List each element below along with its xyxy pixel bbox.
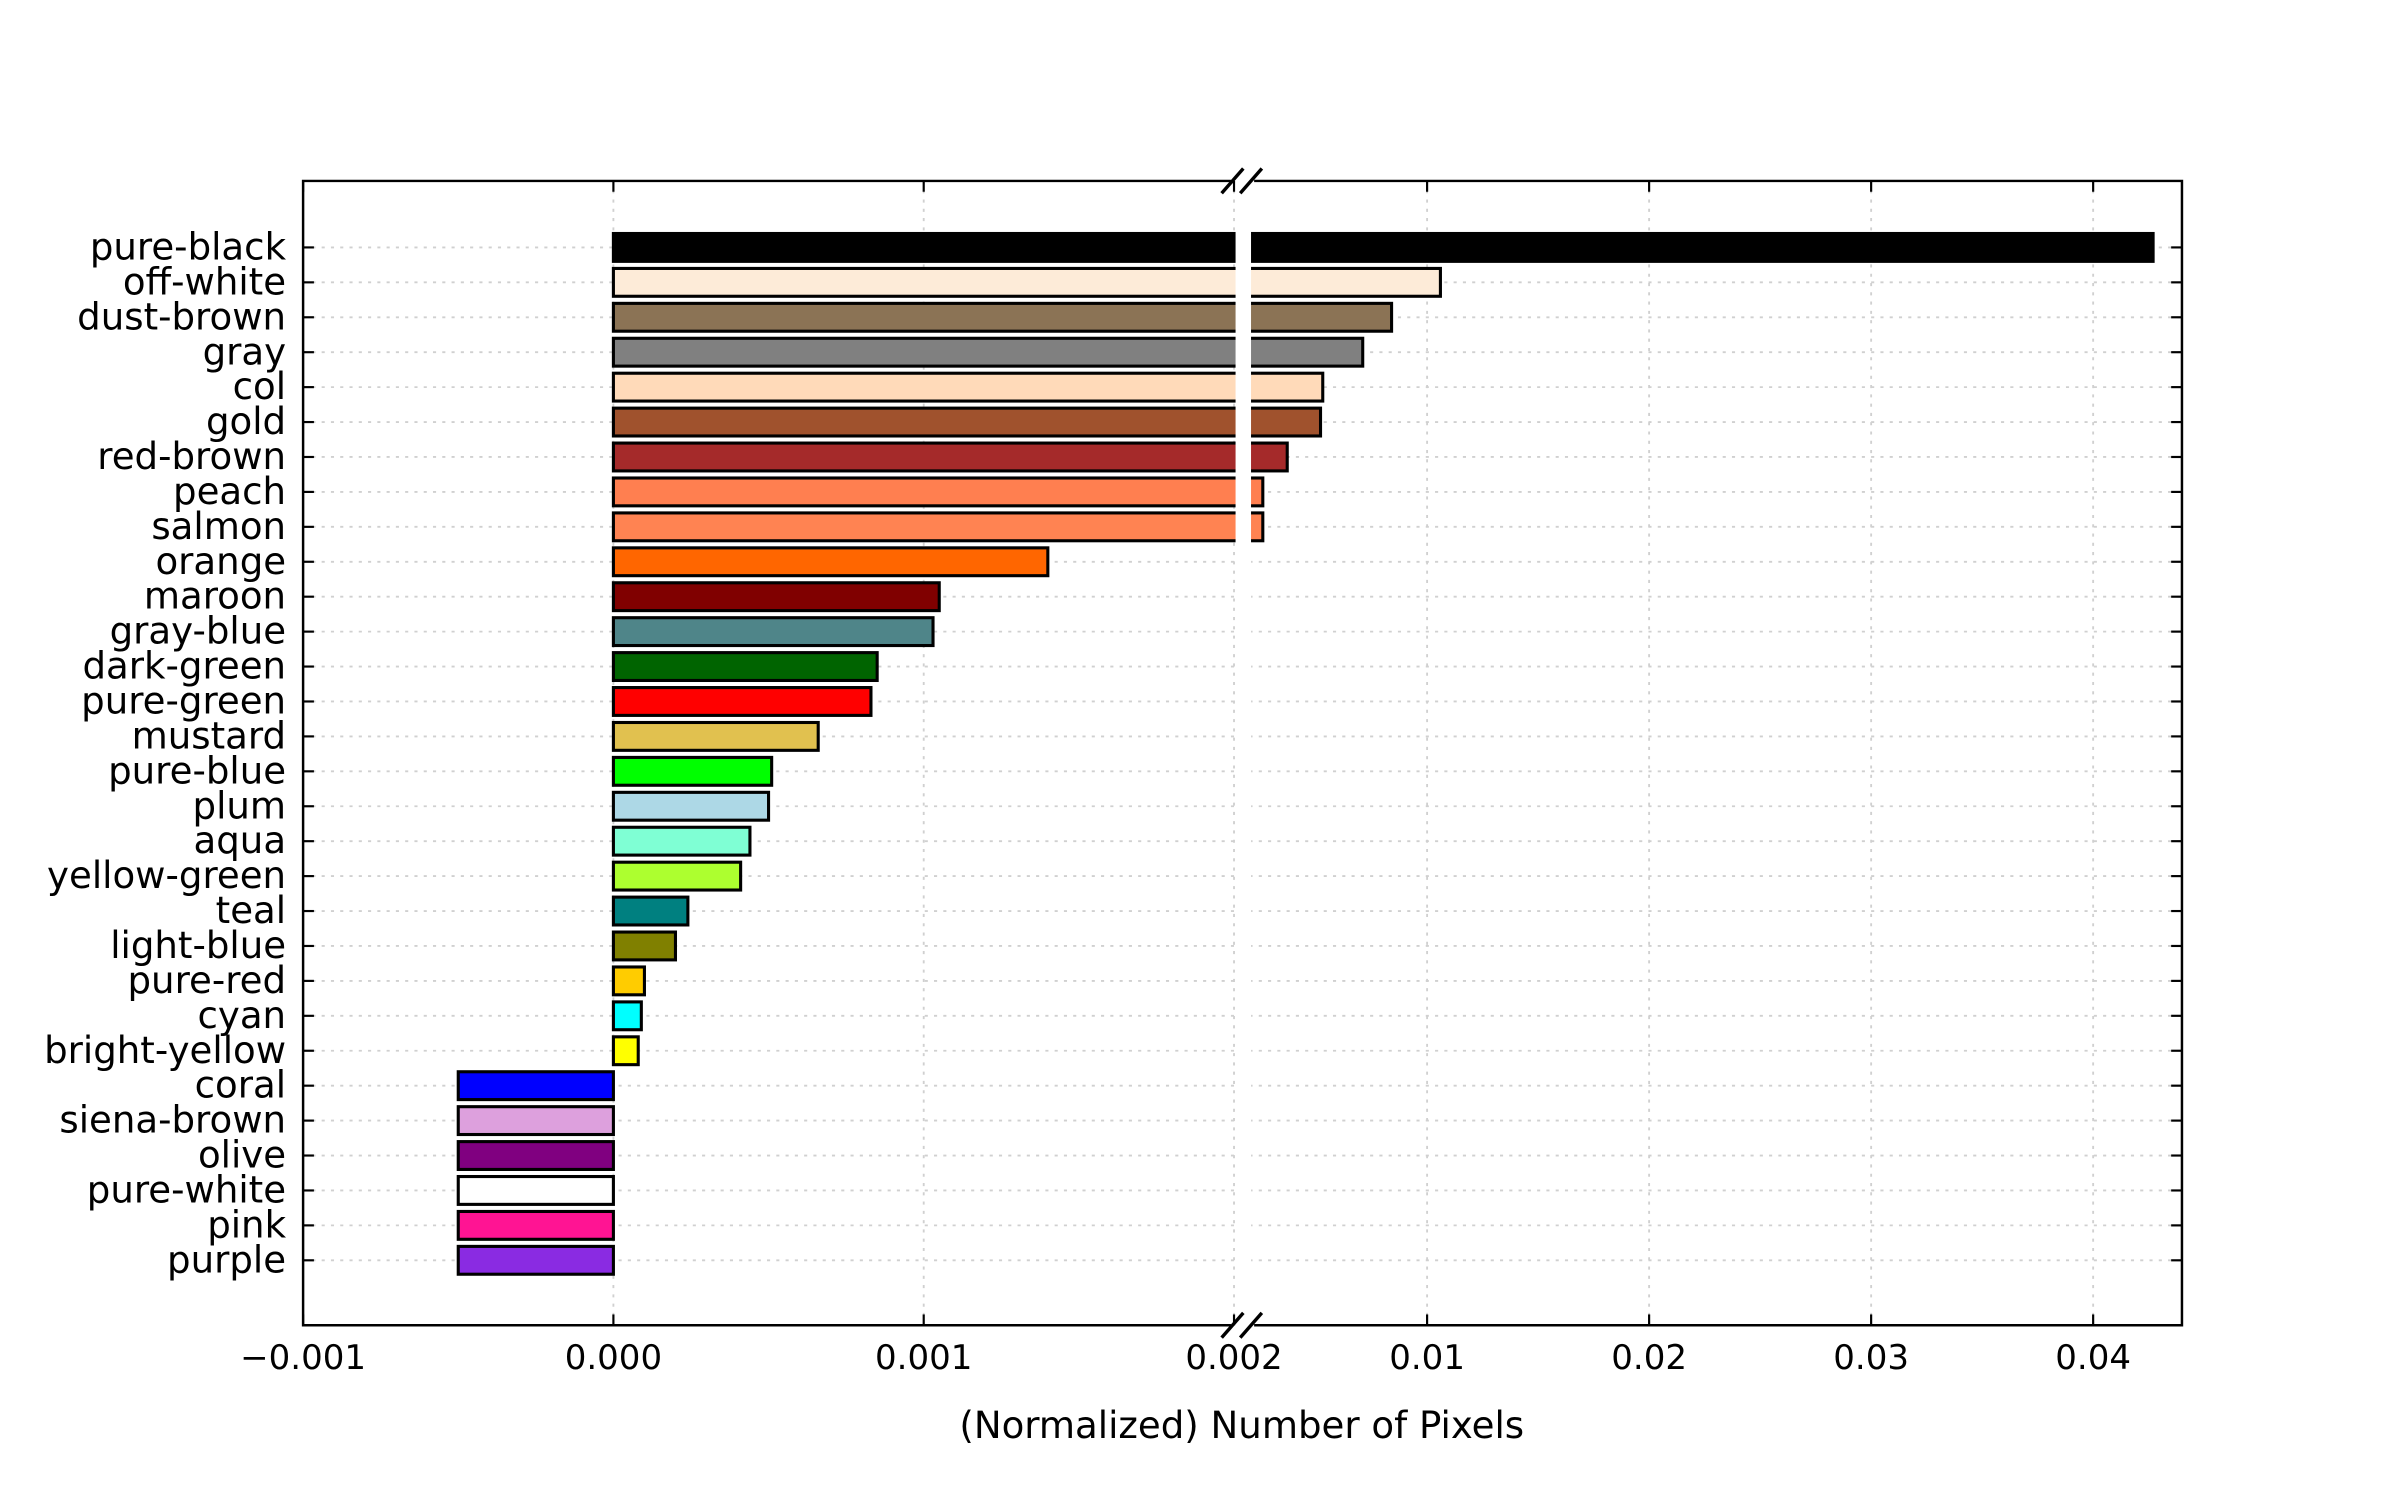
x-tick-label: 0.02 — [1611, 1338, 1687, 1378]
bar — [1241, 266, 1442, 298]
bar — [611, 406, 1242, 438]
y-tick-label: plum — [193, 784, 287, 827]
y-tick-label: col — [233, 365, 286, 408]
bar — [611, 1035, 640, 1067]
bar — [1241, 406, 1323, 438]
bar — [611, 720, 820, 752]
bar — [611, 1000, 643, 1032]
y-tick-label: off-white — [123, 260, 286, 303]
x-tick-label: 0.03 — [1833, 1338, 1909, 1378]
bar — [611, 860, 743, 892]
break-marks — [1220, 167, 1264, 1339]
bar — [611, 651, 879, 683]
bar — [611, 686, 873, 717]
y-tick-label: purple — [167, 1238, 286, 1281]
y-tick-label: dust-brown — [77, 295, 286, 338]
bar — [611, 930, 678, 962]
bar — [611, 790, 771, 822]
bars — [456, 231, 2155, 1276]
x-tick-label: 0.01 — [1389, 1338, 1465, 1378]
bar — [611, 371, 1242, 403]
y-tick-label: maroon — [144, 575, 286, 618]
y-tick-label: gray — [203, 330, 287, 373]
bar — [611, 895, 690, 927]
bar — [611, 476, 1242, 508]
x-tick-label: 0.04 — [2055, 1338, 2131, 1378]
bar — [456, 1244, 615, 1276]
bar — [611, 581, 941, 613]
y-tick-label: pure-red — [128, 959, 287, 1002]
x-axis-label: (Normalized) Number of Pixels — [959, 1404, 1524, 1447]
y-tick-label: pure-white — [87, 1169, 286, 1212]
bar — [1241, 231, 2155, 263]
y-tick-label: light-blue — [110, 924, 286, 967]
y-tick-label: olive — [198, 1134, 286, 1177]
y-tick-label: coral — [195, 1064, 286, 1107]
bar — [456, 1209, 615, 1241]
x-tick-label: 0.002 — [1185, 1338, 1282, 1378]
y-tick-label: pure-blue — [108, 749, 286, 792]
plot-frame — [301, 179, 2184, 1327]
y-tick-label: cyan — [197, 994, 286, 1037]
y-tick-label: red-brown — [97, 435, 286, 478]
bar — [611, 231, 1242, 263]
y-tick-label: aqua — [194, 819, 287, 862]
bar — [456, 1140, 615, 1171]
bar — [611, 336, 1242, 368]
bar — [456, 1174, 615, 1206]
y-tick-label: peach — [173, 470, 286, 513]
x-tick-label: 0.001 — [875, 1338, 972, 1378]
bar — [611, 616, 935, 648]
y-tick-label: yellow-green — [47, 854, 286, 897]
y-tick-label: teal — [216, 889, 286, 932]
bar — [456, 1105, 615, 1137]
x-tick-label: 0.000 — [565, 1338, 662, 1378]
y-tick-label: pure-green — [81, 680, 286, 723]
bar — [611, 301, 1242, 333]
bar — [611, 755, 774, 787]
y-tick-label: gray-blue — [110, 610, 286, 653]
x-tick-label: −0.001 — [240, 1338, 366, 1378]
bar — [611, 546, 1050, 578]
bar — [611, 511, 1242, 543]
bar — [611, 965, 646, 997]
labels: −0.001 0.000 0.001 0.002 0.01 0.02 0.03 0.04 pur… — [44, 225, 2131, 1377]
axis-break-gap — [1235, 182, 1252, 1324]
y-tick-label: pink — [207, 1203, 286, 1246]
bar — [456, 1070, 615, 1102]
bar — [611, 825, 752, 857]
y-tick-label: orange — [155, 540, 286, 583]
bar — [611, 266, 1242, 298]
bar — [1241, 301, 1394, 333]
y-tick-label: mustard — [132, 714, 286, 757]
y-tick-label: bright-yellow — [44, 1029, 286, 1072]
bar — [611, 441, 1242, 473]
y-tick-label: pure-black — [90, 225, 287, 268]
y-tick-label: gold — [206, 400, 286, 443]
y-tick-label: salmon — [151, 505, 286, 548]
bar — [1241, 336, 1365, 368]
y-tick-label: siena-brown — [59, 1099, 286, 1142]
bar — [1241, 371, 1325, 403]
y-tick-label: dark-green — [82, 645, 286, 688]
